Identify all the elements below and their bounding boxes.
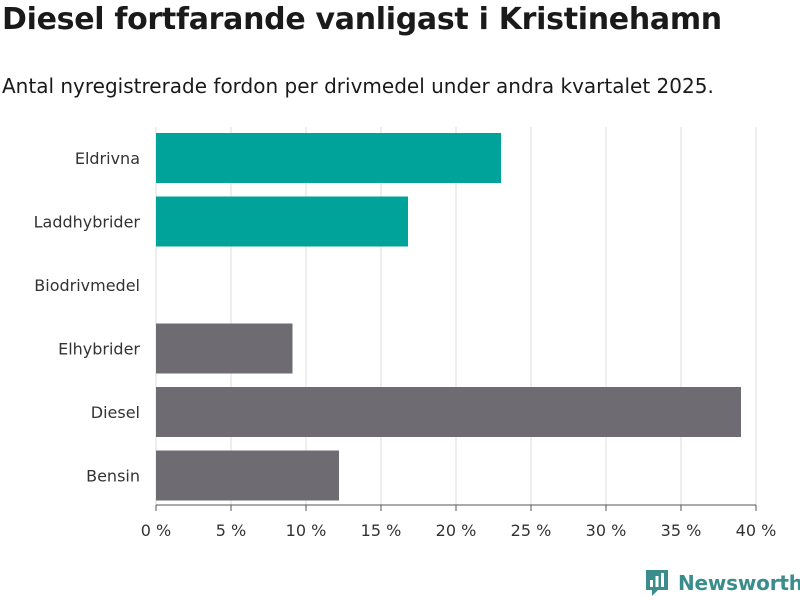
- category-label: Elhybrider: [58, 340, 140, 359]
- x-tick-labels: 0 % 5 % 10 % 15 % 20 % 25 % 30 % 35 % 40 %: [141, 521, 777, 540]
- bars: [156, 133, 741, 501]
- bar-bensin: [156, 450, 339, 501]
- brand-logo: Newsworthy: [644, 566, 800, 600]
- category-label: Eldrivna: [75, 149, 140, 168]
- brand-name: Newsworthy: [678, 571, 800, 595]
- x-tick-label: 30 %: [586, 521, 627, 540]
- x-tick-label: 40 %: [736, 521, 777, 540]
- x-tick-label: 0 %: [141, 521, 171, 540]
- x-tick-label: 25 %: [511, 521, 552, 540]
- category-label: Laddhybrider: [34, 213, 141, 232]
- bar-elhybrider: [156, 323, 293, 374]
- category-label: Bensin: [86, 467, 140, 486]
- newsworthy-logo-icon: [646, 570, 668, 596]
- x-tick-label: 20 %: [436, 521, 477, 540]
- chart-subtitle: Antal nyregistrerade fordon per drivmede…: [2, 74, 714, 98]
- category-label: Biodrivmedel: [34, 276, 140, 295]
- bar-diesel: [156, 387, 741, 437]
- category-label: Diesel: [91, 403, 140, 422]
- bar-laddhybrider: [156, 196, 408, 247]
- bar-eldrivna: [156, 133, 501, 183]
- category-labels: Eldrivna Laddhybrider Biodrivmedel Elhybrid…: [34, 149, 141, 486]
- x-tick-label: 15 %: [361, 521, 402, 540]
- x-tick-label: 35 %: [661, 521, 702, 540]
- chart-title: Diesel fortfarande vanligast i Kristineh…: [2, 2, 722, 37]
- gridlines: [155, 127, 757, 511]
- x-tick-label: 10 %: [286, 521, 327, 540]
- x-tick-label: 5 %: [216, 521, 246, 540]
